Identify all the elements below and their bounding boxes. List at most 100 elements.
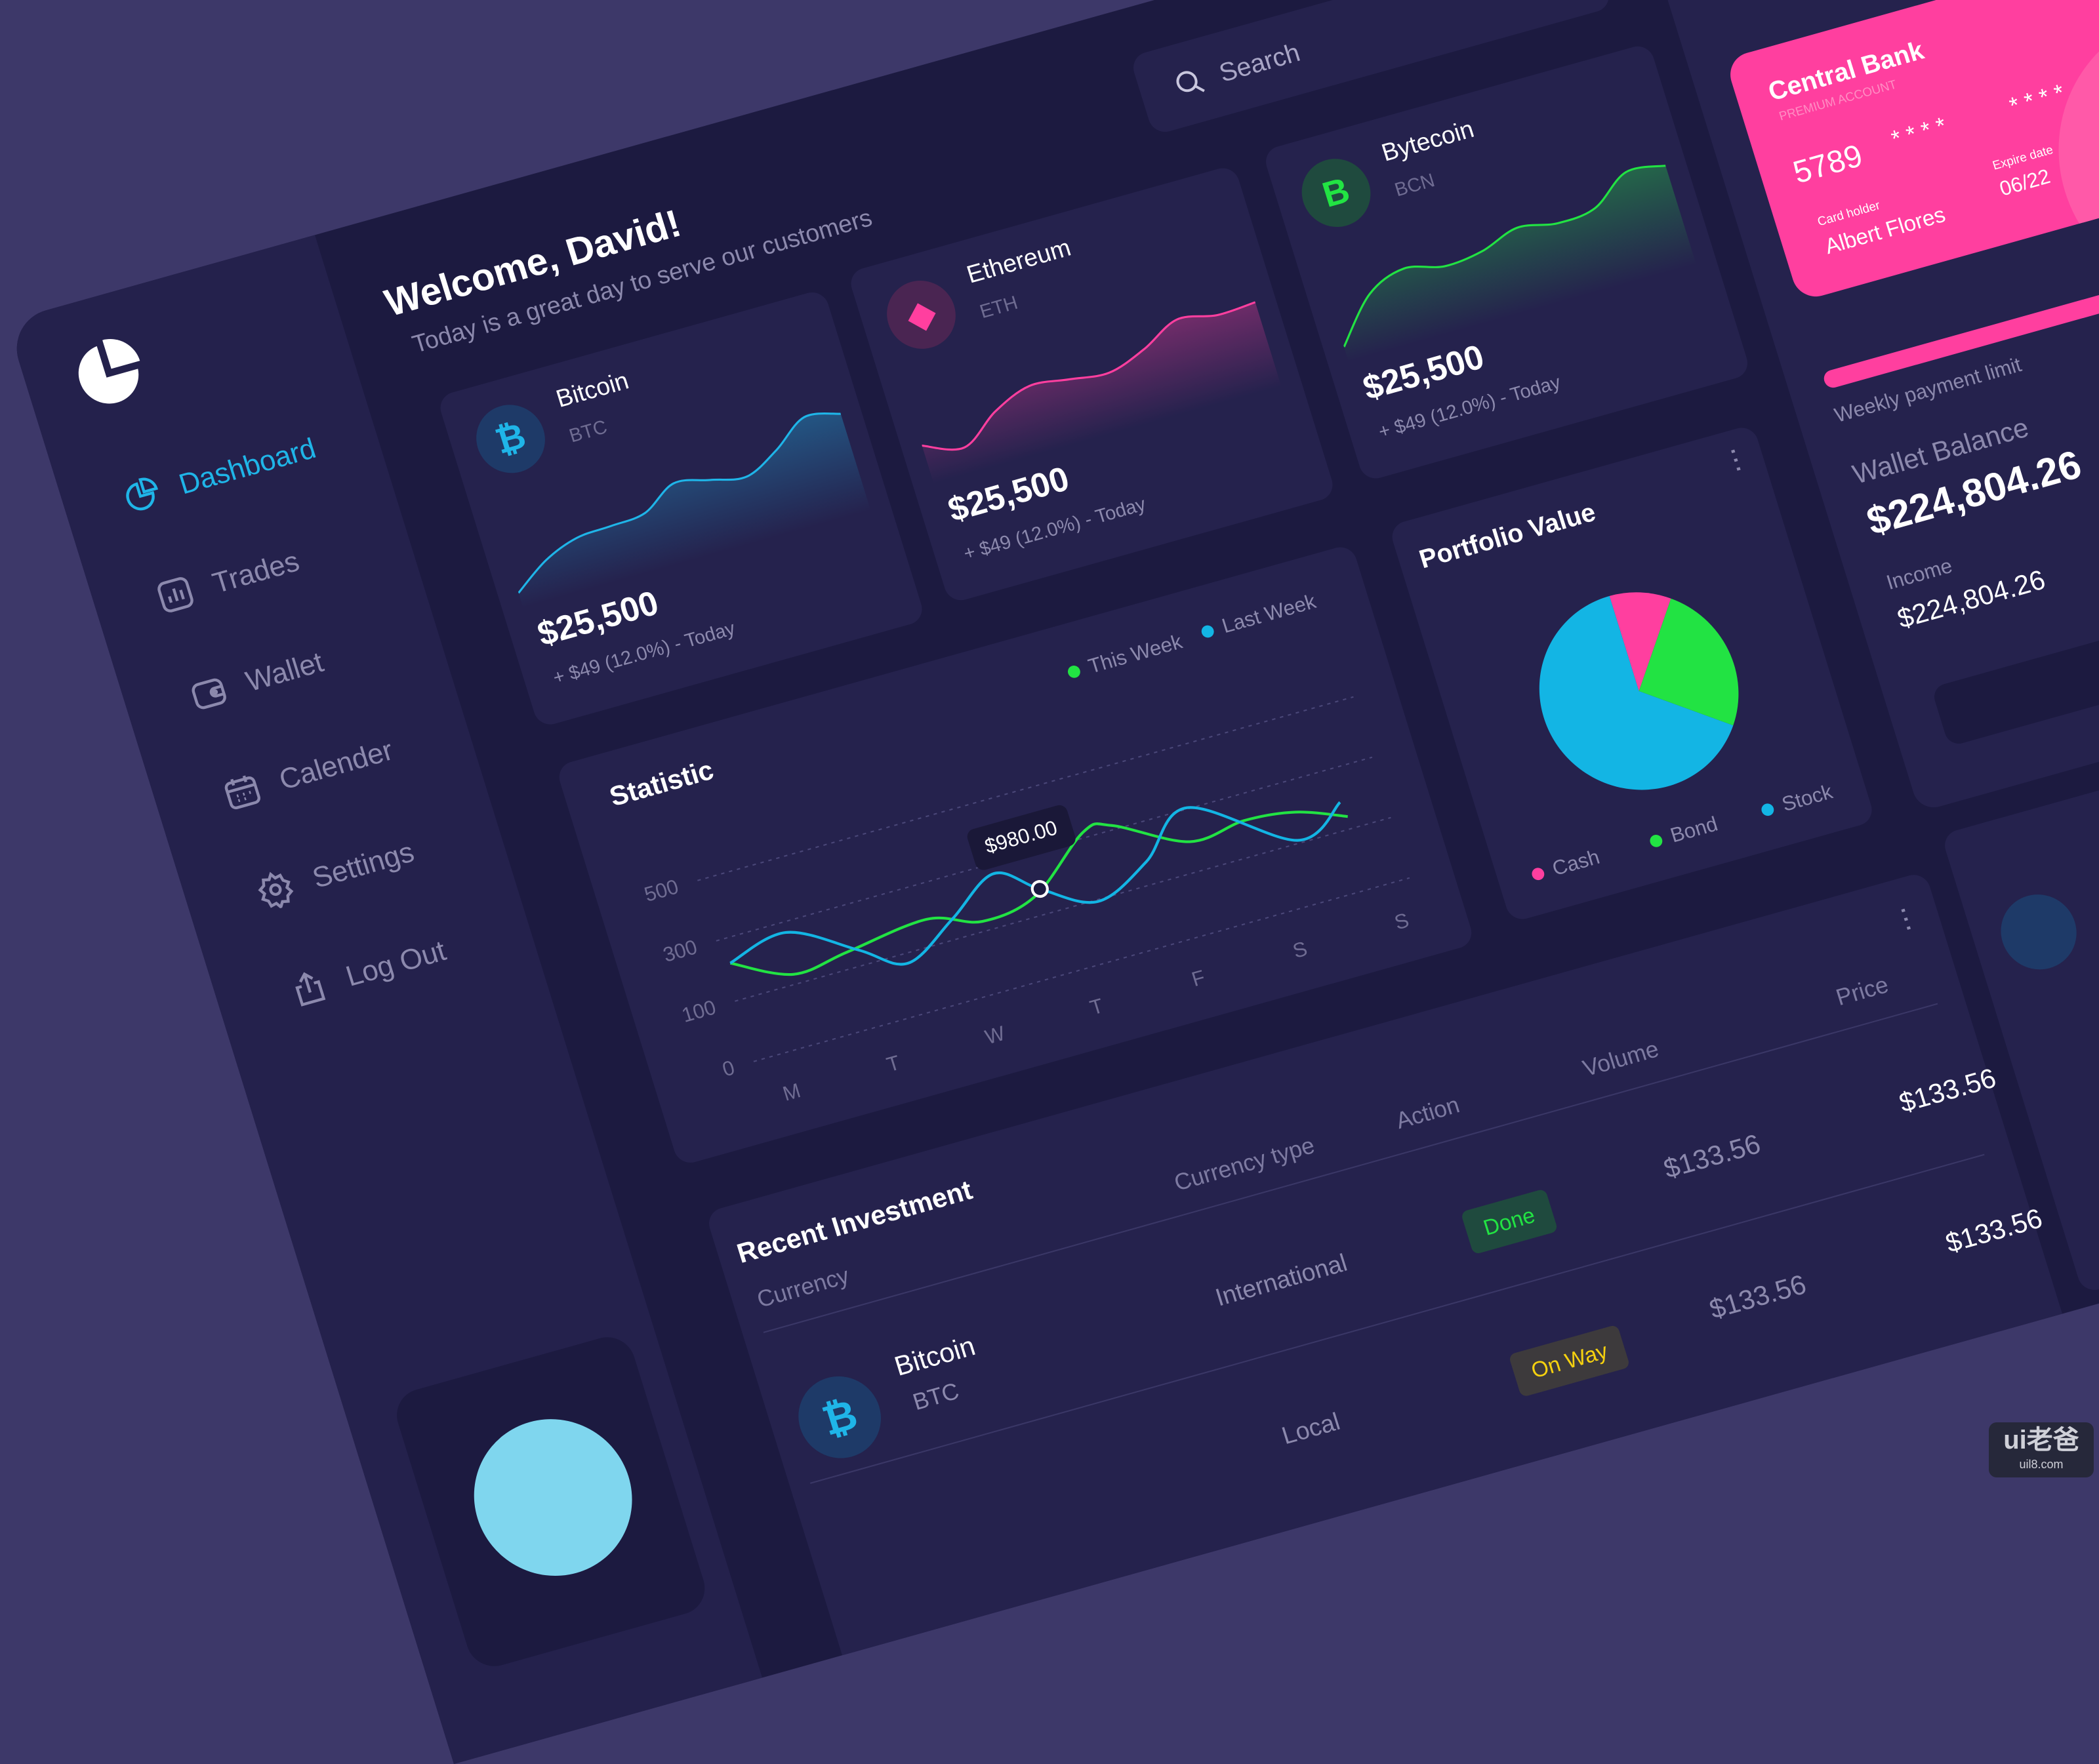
logout-icon (295, 972, 326, 1007)
sparkline-chart (518, 412, 871, 608)
x-tick-label: M (780, 1079, 803, 1106)
sidebar-item-label: Wallet (241, 645, 327, 698)
card-number-mask: * * * * (2006, 79, 2068, 119)
watermark-logo: ui老爸 uil8.com (1989, 1422, 2094, 1477)
x-tick-label: T (1088, 994, 1107, 1020)
sparkline-chart (922, 301, 1282, 484)
y-tick-label: 100 (679, 995, 718, 1027)
kebab-icon[interactable]: ⋯ (1888, 902, 1925, 936)
x-tick-label: S (1392, 908, 1412, 934)
coin-symbol: BTC (566, 416, 610, 447)
sidebar-item-label: Dashboard (174, 431, 319, 500)
legend-label: Stock (1779, 780, 1835, 816)
volume-value: $133.56 (1660, 1129, 1764, 1185)
sidebar-item-log-out[interactable]: Log Out (285, 931, 451, 1011)
sidebar-item-label: Trades (209, 544, 303, 599)
highlight-point[interactable] (1030, 879, 1050, 898)
y-tick-label: 0 (720, 1056, 737, 1081)
price-value: $133.56 (1942, 1203, 2047, 1259)
avatar (1991, 885, 2087, 978)
card-number-start: 5789 (1789, 137, 1867, 190)
status-badge: Done (1460, 1188, 1559, 1255)
gear-icon (258, 872, 294, 910)
sparkline-area (1343, 165, 1697, 362)
search-placeholder: Search (1215, 37, 1304, 88)
coin-name: Bitcoin (552, 366, 632, 413)
statistic-card: Statistic This Week Last Week 500 300 100 0… (555, 543, 1476, 1167)
dashboard-window: Dashboard Trades Wallet Calender Setting… (7, 0, 2099, 1764)
sparkline-chart (1343, 165, 1697, 362)
dashboard-scene: Dashboard Trades Wallet Calender Setting… (7, 0, 2099, 1764)
bank-card[interactable]: Central Bank PREMIUM ACCOUNT 5789 * * * … (1724, 0, 2099, 302)
sidebar-item-calender[interactable]: Calender (218, 731, 397, 815)
legend-label: Cash (1549, 845, 1602, 881)
sparkline-line (518, 412, 841, 594)
sparkline-line (922, 301, 1256, 451)
legend-stock: Stock (1759, 780, 1836, 822)
sparkline-line (1343, 165, 1666, 348)
bitcoin-icon: ₿ (468, 397, 554, 481)
legend-label: Bond (1667, 812, 1721, 847)
statistic-line-chart: 500 300 100 0 M T W T F S S (642, 696, 1412, 1106)
income-label: Income (1883, 554, 1955, 595)
sidebar-item-label: Calender (275, 733, 397, 796)
coin-symbol: ETH (977, 291, 1021, 323)
currency-type: International (1212, 1248, 1351, 1312)
legend-dot (1648, 833, 1664, 849)
column-header[interactable]: Price (1833, 971, 1892, 1011)
column-header[interactable]: Currency type (1171, 1132, 1318, 1197)
sparkline-area (518, 413, 871, 608)
volume-value: $133.56 (1705, 1269, 1810, 1325)
portfolio-card: Portfolio Value ⋯ Cash Bond Stock (1388, 424, 1876, 923)
illustration (454, 1401, 652, 1594)
coin-card-ethereum[interactable]: ◆ Ethereum ETH $25,500 + $49 (12.0%) - T… (847, 164, 1337, 605)
ethereum-icon: ◆ (878, 272, 964, 357)
sidebar-item-settings[interactable]: Settings (251, 833, 418, 913)
expire-date: 06/22 (1997, 165, 2053, 201)
coin-name: Ethereum (963, 233, 1074, 289)
investment-title: Recent Investment (733, 1174, 976, 1270)
sidebar-item-trades[interactable]: Trades (152, 542, 304, 618)
coin-card-bytecoin[interactable]: B Bytecoin BCN $25,500 + $49 (12.0%) - T… (1261, 43, 1752, 483)
legend-bond: Bond (1647, 812, 1721, 854)
kebab-icon[interactable]: ⋯ (1717, 443, 1755, 477)
status-badge: On Way (1508, 1324, 1631, 1398)
y-tick-label: 300 (661, 935, 700, 967)
coin-symbol: BCN (1392, 169, 1437, 201)
wallet-icon (192, 678, 226, 710)
portfolio-title: Portfolio Value (1416, 498, 1599, 574)
sparkline-area (922, 302, 1282, 484)
logo-icon[interactable] (64, 331, 153, 418)
pie-slice-cash (1609, 592, 1671, 691)
sidebar-item-label: Log Out (342, 934, 450, 993)
series-line-this-week (729, 811, 1348, 976)
watermark-sub: uil8.com (2019, 1458, 2064, 1471)
column-header[interactable]: Action (1393, 1091, 1463, 1134)
card-number-mask: * * * * (1888, 112, 1949, 153)
search-input[interactable]: Search (1129, 0, 1613, 136)
currency-type: Local (1278, 1407, 1343, 1450)
bar-chart-icon (157, 577, 194, 612)
x-tick-label: F (1189, 966, 1208, 992)
column-header[interactable]: Currency (754, 1262, 853, 1313)
coin-card-bitcoin[interactable]: ₿ Bitcoin BTC $25,500 + $49 (12.0%) - To… (436, 289, 926, 729)
x-tick-label: W (983, 1022, 1008, 1049)
search-icon (1176, 71, 1205, 92)
sidebar: Dashboard Trades Wallet Calender Setting… (7, 235, 762, 1764)
column-header[interactable]: Volume (1579, 1035, 1662, 1082)
series-line-last-week (729, 801, 1341, 966)
bitcoin-icon: ₿ (788, 1367, 891, 1468)
price-value: $133.56 (1896, 1063, 2000, 1119)
sidebar-item-label: Settings (308, 835, 418, 894)
pie-chart-icon (126, 477, 159, 511)
x-tick-label: S (1290, 937, 1310, 963)
bytecoin-icon: B (1293, 151, 1379, 235)
currency-name: Bitcoin (891, 1331, 979, 1382)
sidebar-item-dashboard[interactable]: Dashboard (118, 429, 321, 519)
coin-name: Bytecoin (1378, 114, 1477, 167)
sidebar-item-wallet[interactable]: Wallet (185, 643, 329, 716)
legend-dot (1530, 866, 1546, 882)
currency-symbol: BTC (910, 1378, 962, 1416)
y-tick-label: 500 (642, 875, 681, 906)
calendar-icon (224, 775, 260, 810)
